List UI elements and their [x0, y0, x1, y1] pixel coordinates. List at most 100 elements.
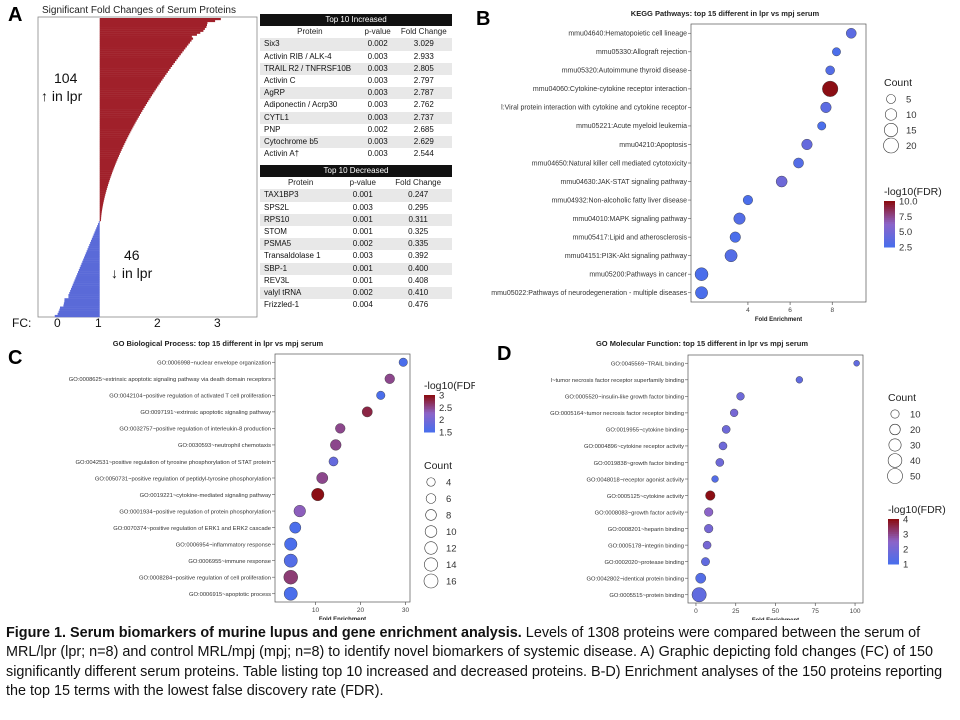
enrichment-dot	[283, 569, 298, 585]
fold-change-bar-down	[91, 239, 100, 243]
color-legend-swatch	[888, 532, 899, 535]
fold-change-bar-down	[75, 277, 100, 280]
increased-table-title: Top 10 Increased	[260, 14, 452, 27]
color-legend-label: 1	[903, 560, 908, 571]
color-legend-title: -log10(FDR)	[888, 504, 946, 516]
size-legend-label: 20	[906, 141, 917, 152]
fold-change-bar-up	[99, 115, 139, 118]
enrichment-dot	[825, 65, 835, 76]
fold-change-bar-up	[99, 152, 120, 155]
fold-change-bar-up	[99, 31, 201, 34]
color-legend-swatch	[888, 519, 899, 522]
size-legend-circle	[426, 477, 436, 487]
category-label: GO:0042531~positive regulation of tyrosi…	[76, 460, 271, 466]
kegg-dot-plot: KEGG Pathways: top 15 different in lpr v…	[491, 9, 942, 323]
fold-change-bar-up	[99, 39, 192, 42]
fold-change-cell: 0.311	[384, 213, 452, 226]
fold-change-bar-up	[99, 74, 166, 77]
color-legend-swatch	[424, 421, 435, 424]
fold-change-bar-up	[99, 162, 116, 165]
fc-tick-0: 0	[54, 316, 61, 330]
p-value-cell: 0.002	[341, 238, 385, 251]
fold-change-bar-up	[99, 109, 143, 112]
fold-change-bar-up	[99, 96, 151, 99]
increased-table-row: Adiponectin / Acrp30 0.003 2.762	[260, 99, 452, 111]
size-legend-circle	[425, 509, 437, 521]
protein-name-cell: PNP	[264, 124, 281, 134]
fold-change-bar-up	[99, 111, 142, 114]
color-legend-swatch	[424, 411, 435, 414]
fold-change-bar-up	[99, 76, 164, 79]
fold-change-bar-up	[99, 137, 128, 140]
category-label: mmu05022:Pathways of neurodegeneration -…	[491, 290, 687, 297]
enrichment-dot	[801, 138, 813, 150]
fold-change-bar-up	[99, 144, 124, 148]
enrichment-dot	[695, 286, 708, 300]
increased-table-row: Activin C 0.003 2.797	[260, 75, 452, 87]
x-tick-label: 100	[850, 608, 861, 615]
p-value-cell: 0.001	[352, 227, 373, 237]
enrichment-dot	[845, 28, 857, 39]
fold-change-bar-up	[99, 129, 132, 132]
up-label: ↑ in lpr	[41, 88, 83, 104]
p-value-cell: 0.003	[359, 135, 396, 149]
size-legend-label: 6	[446, 494, 451, 505]
fold-change-bar-up	[99, 195, 105, 198]
protein-name-cell: SBP-1	[260, 262, 342, 275]
size-legend-circle	[424, 557, 438, 572]
color-legend-swatch	[884, 233, 895, 236]
color-legend-swatch	[884, 216, 895, 219]
fold-change-cell: 0.400	[384, 262, 452, 275]
fold-change-bar-up	[99, 164, 115, 167]
color-legend-swatch	[888, 560, 899, 563]
x-tick-label: 25	[732, 608, 740, 615]
up-count: 104	[54, 70, 78, 86]
color-legend-swatch	[424, 413, 435, 416]
fold-change-bar-up	[99, 154, 120, 157]
fold-change-cell: 0.295	[408, 202, 429, 212]
fold-change-bar-up	[99, 156, 119, 159]
increased-column-header: Fold Change	[400, 27, 447, 37]
fold-change-cell: 2.787	[395, 87, 452, 100]
color-legend-swatch	[888, 539, 899, 542]
fold-change-bar-up	[99, 146, 123, 149]
enrichment-dot	[335, 423, 346, 434]
fold-change-bar-down	[84, 256, 100, 259]
fold-change-cell: 0.476	[408, 300, 429, 310]
category-label: GO:0019838~growth factor binding	[594, 461, 684, 467]
x-tick-label: 0	[694, 608, 698, 615]
fold-change-bar-up	[99, 209, 103, 212]
enrichment-dot	[822, 80, 839, 97]
color-legend-swatch	[884, 225, 895, 229]
size-legend-label: 30	[910, 441, 921, 452]
category-label: GO:0070374~positive regulation of ERK1 a…	[113, 526, 271, 532]
fc-tick-2: 2	[154, 316, 161, 330]
fold-change-bar-up	[99, 92, 154, 95]
protein-name-cell: Frizzled-1	[264, 300, 300, 310]
fold-change-bar-up	[99, 55, 180, 58]
color-legend-swatch	[884, 208, 895, 212]
enrichment-dot	[775, 175, 788, 188]
color-legend-swatch	[424, 408, 435, 411]
size-legend-label: 4	[446, 478, 451, 489]
protein-name-cell: Activin C	[264, 76, 296, 86]
fold-change-bar-up	[99, 107, 144, 110]
color-legend-label: 3	[903, 530, 908, 541]
p-value-cell: 0.003	[359, 111, 396, 124]
category-label: mmu04210:Apoptosis	[619, 142, 687, 149]
color-legend-swatch	[884, 241, 895, 244]
fold-change-bar-up	[99, 62, 174, 66]
color-legend-swatch	[424, 422, 435, 425]
category-label: mmu05221:Acute myeloid leukemia	[576, 123, 687, 130]
fold-change-bar-down	[92, 235, 100, 238]
fold-change-bar-down	[54, 314, 100, 318]
size-legend-circle	[425, 493, 437, 504]
fold-change-bar-up	[99, 181, 109, 185]
fold-change-bar-down	[63, 304, 100, 307]
protein-name-cell: RPS10	[260, 213, 342, 226]
color-legend-label: 2	[439, 415, 444, 426]
fold-change-bar-up	[99, 25, 207, 28]
fold-change-bar-up	[99, 68, 170, 71]
x-tick-label: 50	[772, 608, 780, 615]
decreased-table-row: STOM 0.001 0.325	[260, 226, 452, 238]
